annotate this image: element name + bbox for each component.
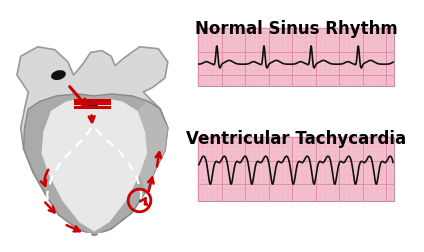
Polygon shape (24, 94, 168, 235)
FancyBboxPatch shape (198, 28, 394, 86)
Text: Normal Sinus Rhythm: Normal Sinus Rhythm (195, 20, 397, 38)
Polygon shape (138, 102, 168, 191)
Ellipse shape (51, 70, 66, 80)
Ellipse shape (86, 99, 98, 108)
Text: Ventricular Tachycardia: Ventricular Tachycardia (186, 130, 406, 148)
FancyBboxPatch shape (198, 137, 394, 201)
Polygon shape (17, 47, 168, 235)
Polygon shape (42, 99, 147, 232)
